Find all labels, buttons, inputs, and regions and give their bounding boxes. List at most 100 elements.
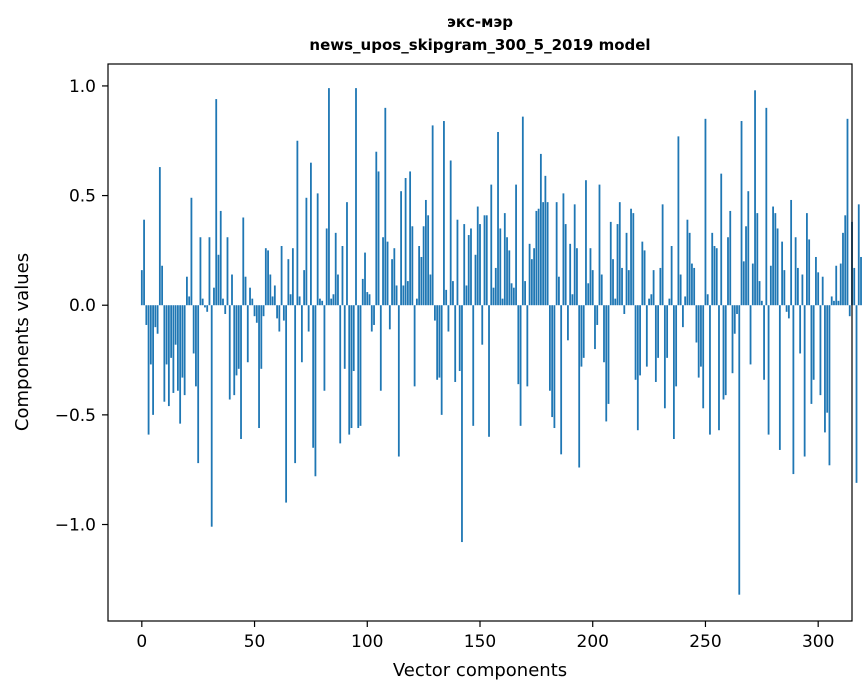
bar-component-201 [594,305,596,350]
bar-component-287 [787,305,790,319]
bar-component-289 [792,305,795,475]
bar-component-286 [785,305,788,312]
bar-component-159 [499,228,502,306]
bar-component-175 [535,210,538,306]
bar-component-143 [463,224,466,306]
bar-component-32 [213,287,215,306]
bar-component-21 [188,296,191,306]
x-tick-label: 0 [136,632,147,652]
bar-component-117 [404,178,407,306]
bar-component-248 [700,305,702,367]
bar-component-285 [783,270,786,306]
bar-component-42 [235,305,238,376]
bar-component-73 [305,197,308,306]
bar-component-56 [267,250,269,306]
bar-component-36 [222,298,224,306]
x-tick-label: 100 [351,632,383,652]
bar-component-94 [352,305,355,372]
bar-component-170 [524,281,526,306]
bar-component-158 [497,131,499,306]
bar-component-50 [253,305,256,317]
bar-component-227 [652,270,655,306]
bar-component-106 [379,305,382,391]
bar-component-197 [585,180,587,306]
bar-component-218 [632,213,635,306]
bar-component-157 [494,267,497,306]
bar-component-261 [729,210,732,306]
bar-component-192 [573,204,576,306]
bar-component-317 [855,305,858,483]
bar-component-116 [402,285,405,306]
bar-component-98 [361,278,364,306]
bar-component-266 [740,121,743,306]
bar-component-72 [303,270,306,306]
bar-component-244 [691,263,693,306]
bar-component-297 [810,305,813,404]
bar-component-251 [706,294,709,306]
bar-component-133 [440,305,443,415]
bar-component-87 [337,274,339,306]
bar-component-39 [228,305,231,400]
bar-component-90 [343,305,346,369]
bar-component-99 [364,252,366,306]
bar-component-112 [393,248,396,306]
bar-component-250 [704,118,707,306]
bar-component-301 [819,305,822,396]
y-tick-label: 1.0 [69,77,96,97]
bar-component-319 [860,256,862,306]
bar-component-130 [434,305,436,321]
bar-component-173 [530,259,533,306]
bar-component-45 [242,217,245,306]
bar-component-272 [754,90,756,306]
bar-component-24 [195,305,197,387]
bar-component-154 [488,305,490,437]
bar-component-84 [330,298,333,306]
x-axis-label: Vector components [393,660,567,681]
bar-component-6 [154,305,157,328]
bar-component-259 [724,305,727,396]
bar-component-242 [686,219,689,306]
bar-component-223 [643,250,646,306]
y-axis-ticks: 1.0 0.5 0.0 −0.5 −1.0 [55,77,108,536]
bar-component-294 [803,305,806,457]
bar-component-35 [219,210,222,306]
x-tick-label: 150 [464,632,496,652]
bar-component-124 [420,256,423,306]
bar-component-161 [503,213,506,306]
bar-component-195 [580,305,583,367]
bar-component-295 [806,213,808,306]
bar-component-126 [424,199,427,306]
chart-title-line2: news_upos_skipgram_300_5_2019 model [309,36,650,54]
bar-component-307 [833,300,835,306]
bar-component-13 [170,305,173,358]
bar-component-229 [657,305,660,358]
bar-component-279 [769,265,772,306]
bar-component-237 [675,305,678,387]
bar-component-278 [767,305,770,435]
bar-component-284 [781,241,784,306]
x-axis-ticks: 0 50 100 150 200 250 300 [136,621,834,652]
bar-component-208 [609,221,612,306]
bar-component-8 [158,167,161,306]
bar-component-27 [201,298,204,306]
bar-component-62 [280,246,283,306]
bar-component-137 [449,160,452,306]
bar-component-132 [438,305,441,378]
bar-component-156 [492,287,495,306]
bar-component-171 [526,305,529,387]
bar-component-255 [715,248,718,306]
bar-component-145 [467,235,470,306]
bar-component-311 [842,232,844,306]
bar-component-257 [720,173,723,306]
bar-component-269 [747,191,750,306]
bar-component-234 [668,298,671,306]
bar-component-212 [618,202,621,306]
y-tick-label: −0.5 [55,406,96,426]
bar-component-81 [323,305,326,391]
bar-component-202 [596,305,599,325]
bar-component-182 [551,305,554,418]
bar-component-38 [226,237,229,306]
bar-component-316 [853,267,856,306]
bar-component-46 [244,276,247,306]
bar-component-214 [623,305,626,314]
